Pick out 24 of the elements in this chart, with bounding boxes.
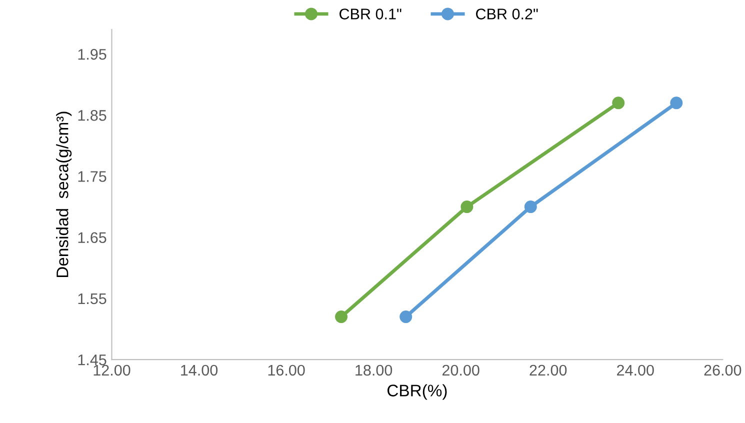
x-tick-label: 18.00 bbox=[356, 364, 392, 376]
point bbox=[524, 200, 537, 214]
y-axis-title: Densidad seca(g/cm³) bbox=[56, 112, 72, 278]
point bbox=[460, 200, 474, 214]
point bbox=[335, 310, 348, 324]
point bbox=[670, 96, 683, 110]
point bbox=[400, 310, 412, 324]
x-tick-label: 16.00 bbox=[268, 364, 305, 376]
legend-label: CBR 0.1" bbox=[340, 8, 402, 20]
x-tick-label: 12.00 bbox=[94, 364, 130, 376]
y-tick-label: 1.95 bbox=[78, 48, 106, 60]
y-tick-label: 1.45 bbox=[78, 354, 106, 366]
y-tick-label: 1.75 bbox=[78, 171, 106, 182]
x-tick-label: 24.00 bbox=[617, 364, 654, 376]
x-axis-title: CBR(%) bbox=[387, 384, 447, 400]
x-tick-label: 20.00 bbox=[442, 364, 480, 376]
x-tick-label: 26.00 bbox=[704, 364, 742, 376]
y-tick-label: 1.85 bbox=[78, 110, 106, 121]
y-tick-label: 1.55 bbox=[78, 293, 106, 304]
y-tick-label: 1.65 bbox=[78, 232, 106, 244]
x-tick-label: 14.00 bbox=[181, 364, 218, 376]
point bbox=[612, 96, 625, 110]
x-tick-label: 22.00 bbox=[530, 364, 567, 376]
legend-label: CBR 0.2" bbox=[476, 8, 538, 20]
